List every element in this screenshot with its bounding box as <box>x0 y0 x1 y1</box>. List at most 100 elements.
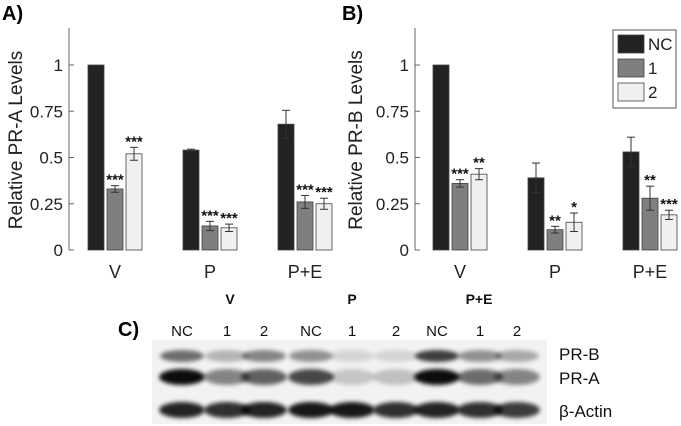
bar <box>277 123 295 251</box>
y-ticks-a: 0 0.25 0.5 0.75 1 <box>30 28 74 260</box>
bar <box>182 149 200 251</box>
group-label-pe: P+E <box>466 291 493 307</box>
beta-actin-band <box>414 402 460 418</box>
significance-marker: *** <box>296 181 314 198</box>
pr-a-band <box>241 369 287 385</box>
pr-a-band <box>373 369 419 385</box>
lane-label: NC <box>426 323 448 340</box>
lane-label: 1 <box>223 323 231 340</box>
significance-marker: *** <box>125 133 143 150</box>
bar <box>125 153 143 251</box>
legend-swatch <box>617 58 645 78</box>
lane-label: 1 <box>476 323 484 340</box>
y-tick-label: 1 <box>54 56 63 75</box>
group-label-v: V <box>225 291 235 307</box>
beta-actin-band <box>288 402 334 418</box>
significance-marker: *** <box>201 207 219 224</box>
lane-label: 1 <box>348 323 356 340</box>
y-tick-label: 0.25 <box>376 195 409 214</box>
chart-panel-a: A) Relative PR-A Levels 0 0.25 0.5 0.75 1 **… <box>2 3 333 282</box>
beta-actin-band <box>329 402 375 418</box>
significance-marker: *** <box>315 184 333 201</box>
x-category-label: V <box>454 262 466 282</box>
y-tick-label: 0.75 <box>376 102 409 121</box>
beta-actin-band <box>159 402 205 418</box>
x-category-label: P+E <box>288 262 323 282</box>
lane-label: 2 <box>392 323 400 340</box>
y-axis-label-b: Relative PR-B Levels <box>346 50 367 230</box>
blot-bands <box>159 350 540 418</box>
lane-label: 2 <box>513 323 521 340</box>
bar <box>106 188 124 251</box>
western-blot-panel: C) V P P+E NC 1 2 NC 1 2 NC 1 2 PR-B PR-A β-Acti… <box>118 291 612 424</box>
y-tick-label: 0.5 <box>385 149 409 168</box>
pr-b-band <box>330 350 374 362</box>
group-label-p: P <box>347 291 356 307</box>
pr-b-band <box>242 350 286 362</box>
pr-a-band <box>288 369 334 385</box>
panel-letter-b: B) <box>342 3 363 25</box>
bar <box>315 203 333 251</box>
x-category-label: P+E <box>633 262 668 282</box>
beta-actin-band <box>241 402 287 418</box>
panel-letter-c: C) <box>118 319 139 341</box>
pr-a-band <box>414 369 460 385</box>
pr-a-band <box>204 369 250 385</box>
band-label-pr-a: PR-A <box>559 369 600 388</box>
y-tick-label: 0.25 <box>30 195 63 214</box>
legend-swatch <box>617 34 645 54</box>
x-categories-b: V P P+E <box>454 262 667 282</box>
pr-b-band <box>415 350 459 362</box>
y-tick-label: 0.5 <box>39 149 63 168</box>
legend: NC 1 2 <box>612 29 677 109</box>
pr-a-band <box>329 369 375 385</box>
legend-entry: NC <box>648 35 673 54</box>
significance-marker: *** <box>220 210 238 227</box>
legend-swatch <box>617 82 645 102</box>
pr-b-band <box>374 350 418 362</box>
y-tick-label: 1 <box>400 56 409 75</box>
lane-label: NC <box>300 323 322 340</box>
significance-marker: * <box>571 199 577 216</box>
x-categories-a: V P P+E <box>109 262 322 282</box>
pr-b-band <box>205 350 249 362</box>
y-tick-label: 0 <box>400 241 409 260</box>
pr-b-band <box>289 350 333 362</box>
pr-b-band <box>495 350 539 362</box>
bar <box>296 201 314 251</box>
significance-marker: *** <box>451 166 469 183</box>
lane-labels: NC 1 2 NC 1 2 NC 1 2 <box>171 323 521 340</box>
lane-label: 2 <box>260 323 268 340</box>
x-category-label: V <box>109 262 121 282</box>
pr-a-band <box>494 369 540 385</box>
y-tick-label: 0.75 <box>30 102 63 121</box>
y-axis-label-a: Relative PR-A Levels <box>6 51 27 229</box>
pr-b-band <box>458 350 502 362</box>
beta-actin-band <box>494 402 540 418</box>
legend-entry: 2 <box>648 83 657 102</box>
significance-marker: ** <box>473 155 485 172</box>
significance-marker: *** <box>106 172 124 189</box>
y-ticks-b: 0 0.25 0.5 0.75 1 <box>376 28 420 260</box>
pr-a-band <box>159 369 205 385</box>
lane-label: NC <box>171 323 193 340</box>
band-label-beta-actin: β-Actin <box>559 402 612 421</box>
beta-actin-band <box>457 402 503 418</box>
bar <box>451 182 469 251</box>
bars-b: ************* <box>432 64 678 251</box>
legend-entry: 1 <box>648 59 657 78</box>
band-label-pr-b: PR-B <box>559 345 600 364</box>
x-category-label: P <box>204 262 216 282</box>
pr-a-band <box>457 369 503 385</box>
bars-a: ********* ****** *** <box>87 64 333 251</box>
chart-panel-b: B) Relative PR-B Levels 00.250.50.751 **… <box>342 3 678 282</box>
y-tick-label: 0 <box>54 241 63 260</box>
significance-marker: ** <box>549 212 561 229</box>
bar <box>432 64 450 251</box>
x-category-label: P <box>549 262 561 282</box>
pr-b-band <box>160 350 204 362</box>
bar <box>470 173 488 251</box>
panel-letter-a: A) <box>2 3 23 25</box>
beta-actin-band <box>204 402 250 418</box>
